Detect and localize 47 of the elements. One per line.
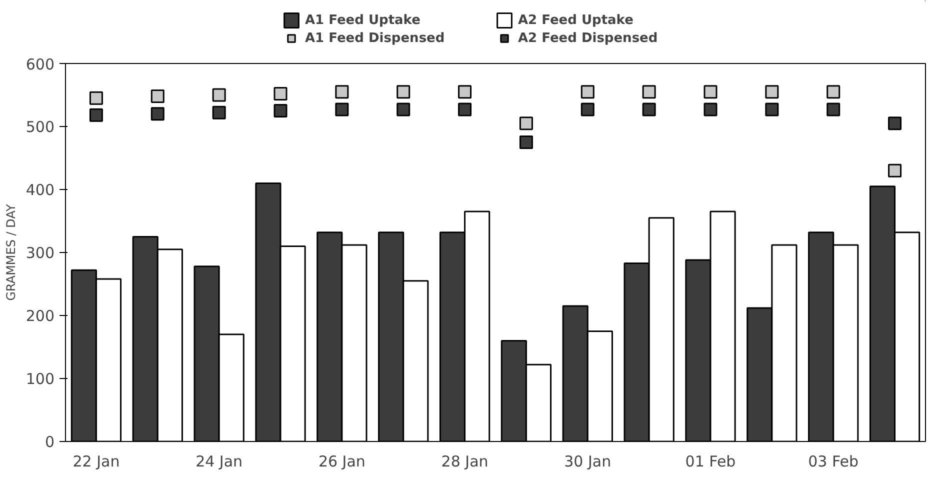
y-tick-label: 0 — [44, 433, 55, 451]
legend-label: A1 Feed Uptake — [305, 12, 422, 28]
y-tick-label: 500 — [26, 118, 55, 136]
x-tick-label: 26 Jan — [318, 452, 366, 470]
point — [765, 85, 779, 99]
point — [888, 116, 902, 130]
x-tick-label: 03 Feb — [808, 452, 859, 470]
y-tick-label: 600 — [26, 56, 55, 74]
x-tick-label: 24 Jan — [196, 452, 243, 470]
point — [212, 88, 226, 102]
point — [458, 85, 472, 99]
x-tick-label: 28 Jan — [441, 452, 488, 470]
y-axis-title: GRAMMES / DAY — [4, 204, 18, 301]
x-tick-label: 01 Feb — [685, 452, 736, 470]
point — [519, 136, 533, 149]
point — [642, 85, 656, 99]
point — [396, 85, 410, 99]
point — [826, 102, 840, 116]
point — [212, 106, 226, 120]
x-tick-label: 30 Jan — [564, 452, 612, 470]
point — [150, 90, 164, 104]
point — [335, 85, 349, 99]
y-tick-label: 200 — [26, 307, 55, 325]
point — [274, 104, 288, 118]
point — [642, 102, 656, 116]
point — [89, 108, 103, 122]
point — [458, 102, 472, 116]
x-tick-label: 22 Jan — [72, 452, 120, 470]
point — [150, 107, 164, 121]
point — [580, 102, 594, 116]
point — [888, 164, 902, 178]
legend-label: A2 Feed Uptake — [518, 12, 634, 28]
y-tick-label: 100 — [26, 370, 55, 388]
y-tick-label: 400 — [26, 181, 55, 199]
point — [765, 102, 779, 116]
point — [580, 85, 594, 99]
point — [335, 102, 349, 116]
point — [704, 85, 718, 99]
point — [89, 91, 103, 105]
point — [396, 102, 410, 116]
point — [704, 102, 718, 116]
point — [274, 86, 288, 100]
y-tick-label: 300 — [26, 244, 55, 262]
point — [519, 116, 533, 130]
point — [826, 85, 840, 99]
legend-label: A2 Feed Dispensed — [518, 30, 659, 46]
legend-label: A1 Feed Dispensed — [305, 30, 446, 46]
